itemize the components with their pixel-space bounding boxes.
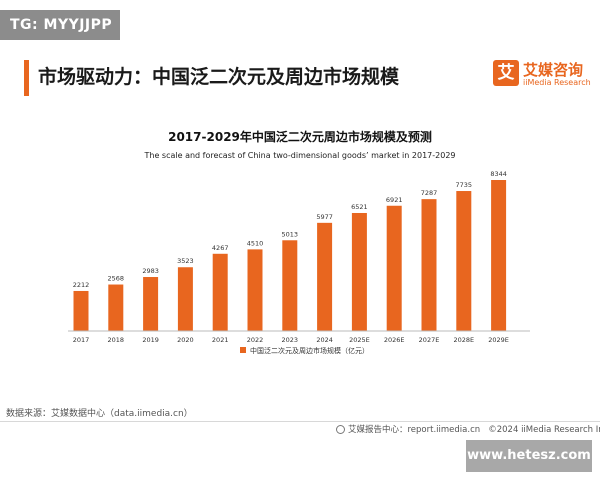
x-tick-label: 2028E [453, 336, 474, 344]
x-tick-label: 2022 [247, 336, 264, 344]
data-label: 4267 [212, 244, 229, 252]
data-label: 4510 [247, 239, 264, 247]
footer-divider [0, 421, 600, 422]
bar-chart: 2017-2029年中国泛二次元周边市场规模及预测 The scale and … [68, 129, 530, 355]
data-label: 6921 [386, 196, 403, 204]
bar-2025E [351, 212, 367, 331]
x-tick-label: 2021 [212, 336, 229, 344]
bar-2022 [247, 249, 263, 331]
bar-2024 [317, 222, 333, 331]
legend-swatch [240, 347, 246, 353]
bar-2029E [491, 180, 507, 331]
title-accent-bar [24, 60, 29, 96]
page-title: 市场驱动力：中国泛二次元及周边市场规模 [38, 66, 400, 88]
brand-subtitle: iiMedia Research [523, 78, 591, 87]
x-tick-label: 2020 [177, 336, 194, 344]
legend-label: 中国泛二次元及周边市场规模（亿元） [250, 346, 369, 355]
telegram-badge: TG: MYYJJPP [0, 10, 120, 40]
brand-logo-icon: 艾 [493, 60, 519, 86]
bar-2028E [456, 191, 472, 331]
x-tick-label: 2029E [488, 336, 509, 344]
report-center-icon [336, 425, 345, 434]
bar-2026E [386, 205, 402, 331]
chart-title: 2017-2029年中国泛二次元周边市场规模及预测 [168, 129, 432, 144]
bar-2019 [143, 277, 159, 331]
data-label: 2212 [73, 281, 90, 289]
x-tick-label: 2019 [142, 336, 159, 344]
bar-2021 [212, 253, 228, 331]
data-label: 8344 [490, 170, 507, 178]
x-tick-label: 2023 [282, 336, 299, 344]
x-tick-label: 2018 [108, 336, 125, 344]
x-tick-label: 2025E [349, 336, 370, 344]
data-source-note: 数据来源：艾媒数据中心（data.iimedia.cn） [6, 409, 193, 419]
bar-2018 [108, 284, 124, 331]
data-label: 2983 [142, 267, 159, 275]
data-label: 7735 [456, 181, 473, 189]
copyright-text: ©2024 iiMedia Research Inc [488, 425, 600, 435]
data-label: 7287 [421, 189, 438, 197]
data-label: 6521 [351, 203, 368, 211]
chart-subtitle: The scale and forecast of China two-dime… [143, 151, 455, 160]
report-center-link[interactable]: 艾媒报告中心：report.iimedia.cn [348, 425, 481, 435]
x-tick-label: 2024 [316, 336, 333, 344]
bar-2020 [177, 267, 193, 331]
x-tick-label: 2027E [419, 336, 440, 344]
watermark: www.hetesz.com [466, 440, 592, 472]
bar-2027E [421, 199, 437, 331]
bar-2017 [73, 290, 89, 331]
data-label: 3523 [177, 257, 194, 265]
data-label: 5013 [282, 230, 299, 238]
x-tick-label: 2017 [73, 336, 90, 344]
x-tick-label: 2026E [384, 336, 405, 344]
brand-name: 艾媒咨询 [523, 61, 584, 79]
bar-2023 [282, 240, 298, 331]
data-label: 2568 [108, 275, 125, 283]
footer-report-info: 艾媒报告中心：report.iimedia.cn ©2024 iiMedia R… [336, 423, 600, 435]
data-label: 5977 [316, 213, 333, 221]
